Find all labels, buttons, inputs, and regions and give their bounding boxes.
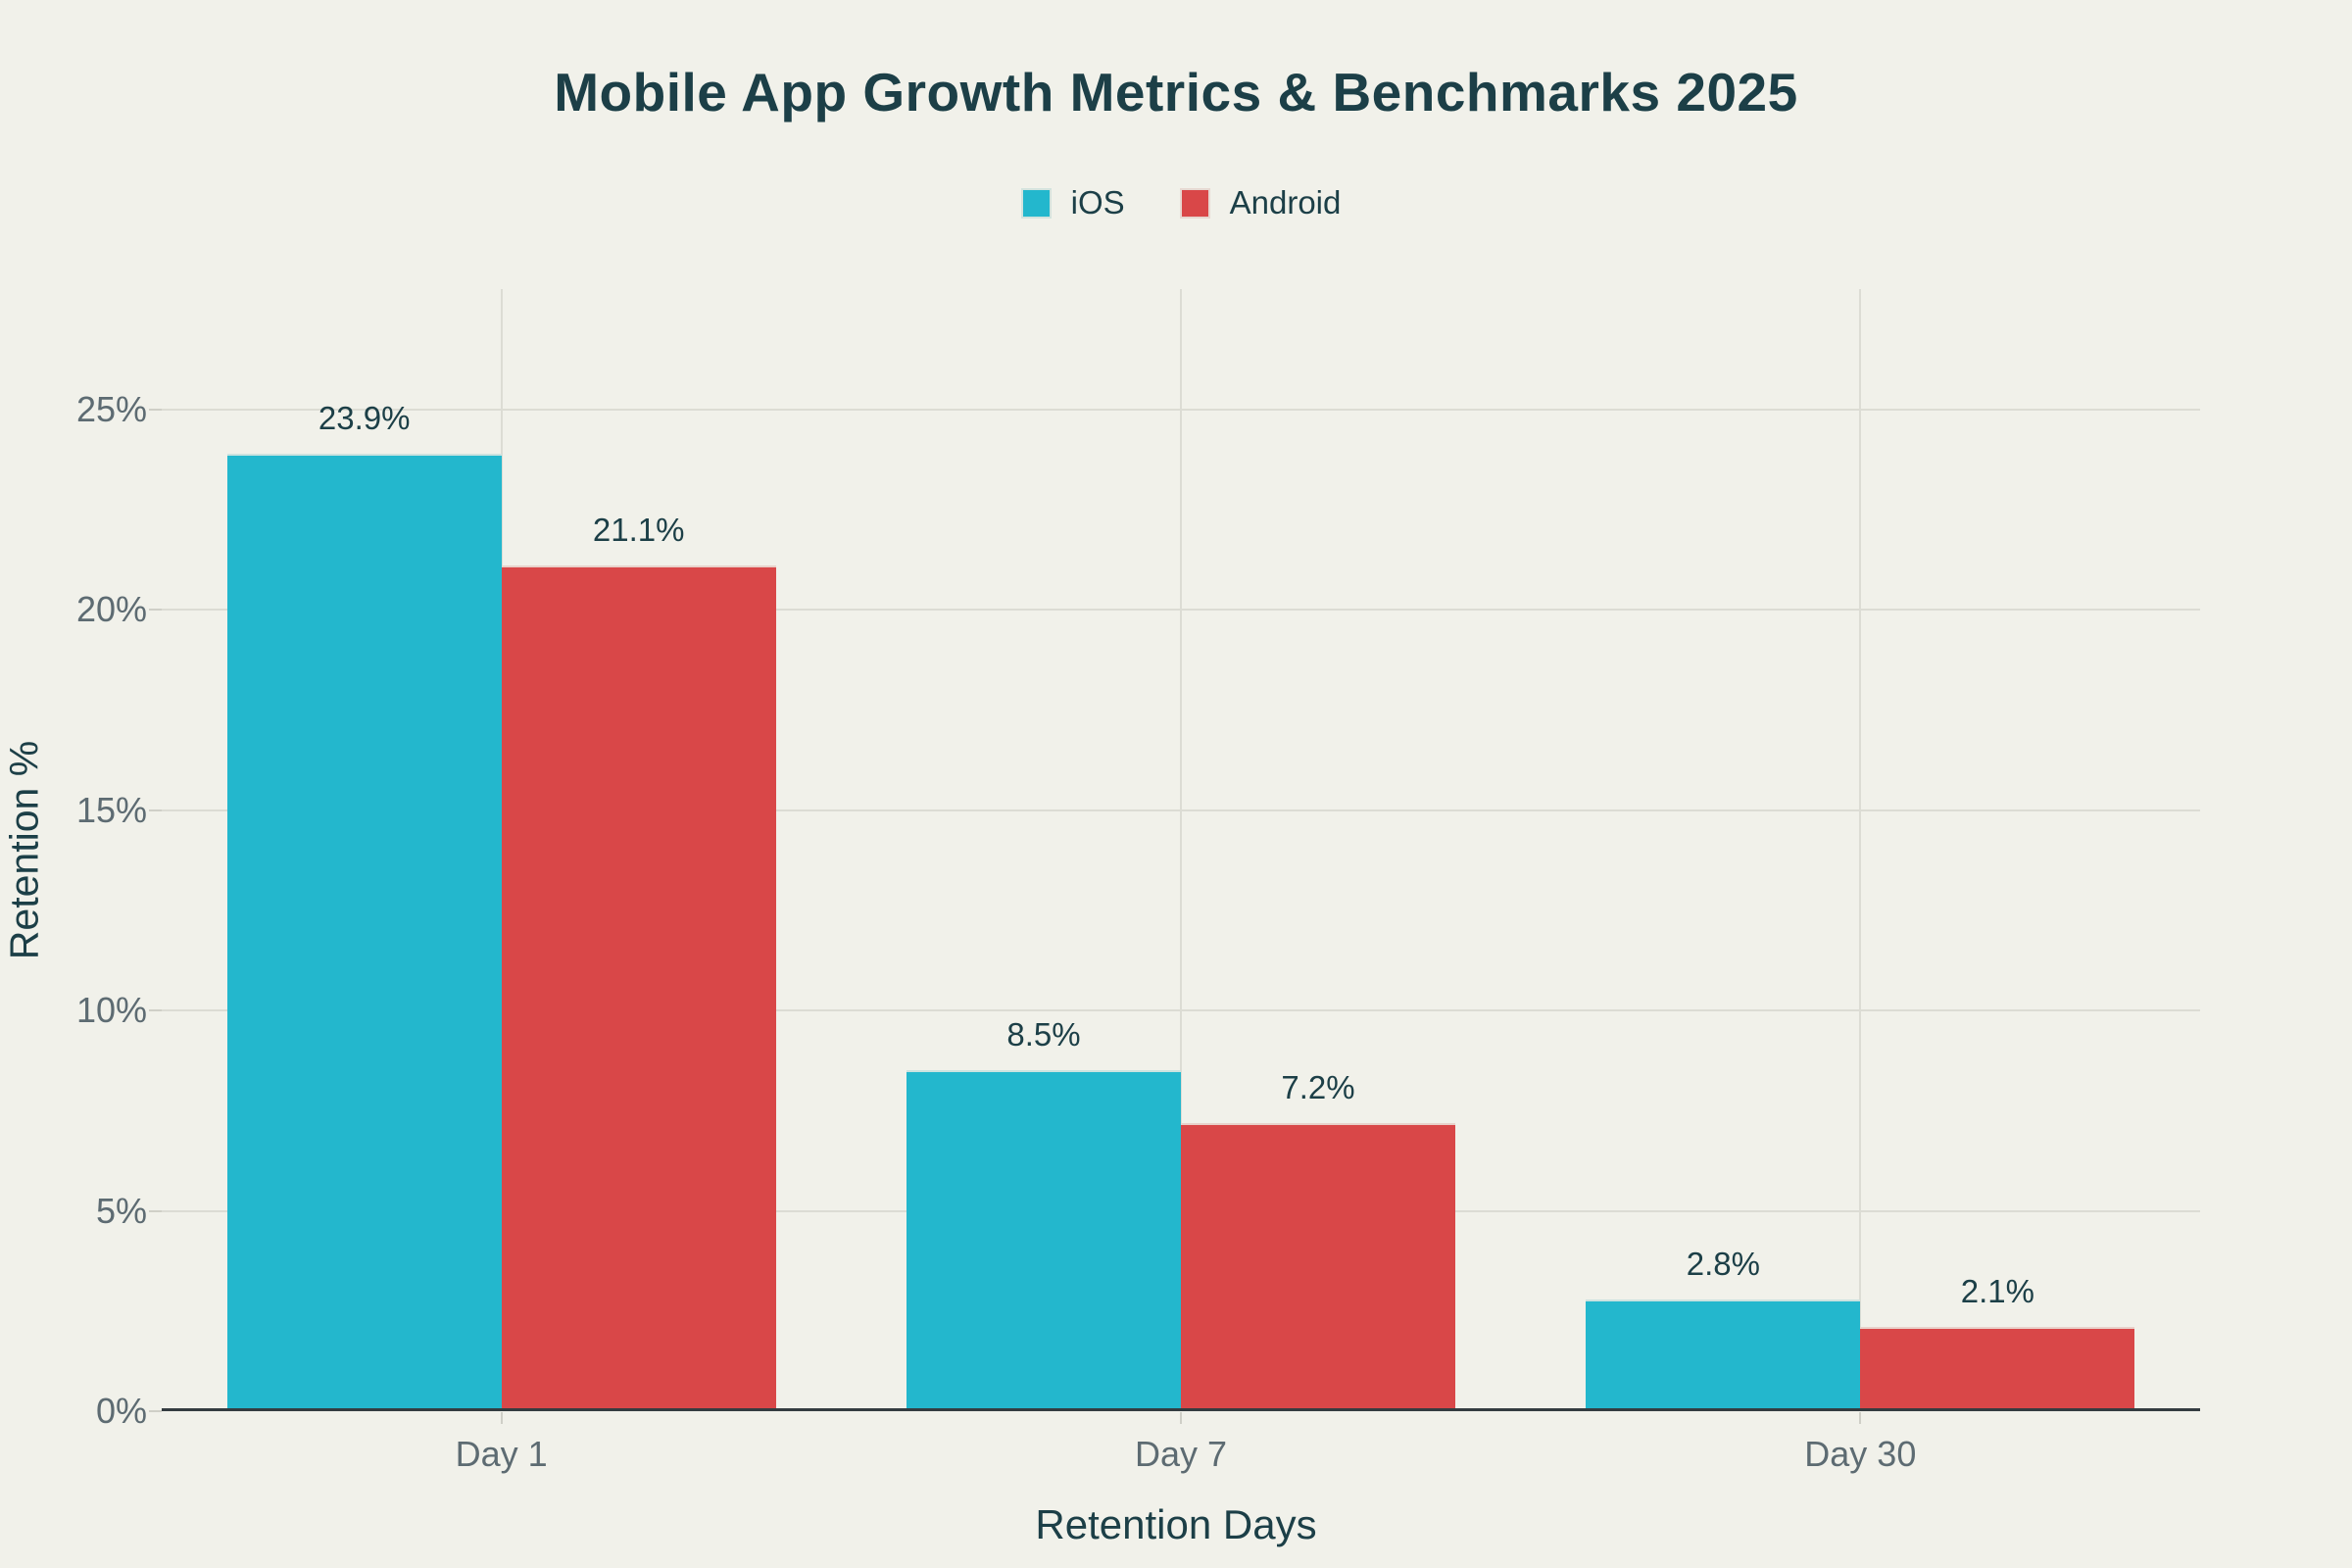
y-tick-mark-15	[149, 808, 162, 811]
bar-ios-day-7[interactable]	[906, 1070, 1181, 1411]
x-tick-mark-day-30	[1859, 1412, 1862, 1424]
y-tick-mark-5	[149, 1209, 162, 1212]
bar-android-day-7[interactable]	[1181, 1122, 1455, 1411]
legend-item-ios[interactable]: iOS	[1020, 184, 1125, 221]
chart-title: Mobile App Growth Metrics & Benchmarks 2…	[554, 62, 1798, 122]
y-tick-label-15: 15%	[75, 789, 147, 830]
y-tick-label-25: 25%	[75, 388, 147, 429]
value-label-ios-day-7: 8.5%	[1006, 1016, 1081, 1054]
gridline-y-20	[162, 609, 2200, 612]
y-tick-mark-0	[149, 1410, 162, 1412]
x-tick-label-day-7: Day 7	[1134, 1434, 1228, 1474]
y-tick-mark-25	[149, 408, 162, 411]
bar-ios-day-1[interactable]	[226, 453, 502, 1411]
x-axis-line	[162, 1408, 2200, 1411]
value-label-android-day-30: 2.1%	[1960, 1273, 2034, 1310]
y-tick-label-0: 0%	[95, 1391, 147, 1431]
gridline-x-day-30	[1859, 289, 1862, 1411]
y-tick-mark-20	[149, 609, 162, 612]
y-axis-title: Retention %	[1, 740, 47, 959]
x-tick-label-day-30: Day 30	[1804, 1434, 1917, 1474]
bar-android-day-1[interactable]	[501, 565, 776, 1411]
value-label-ios-day-1: 23.9%	[318, 399, 411, 436]
legend-label-android: Android	[1229, 184, 1342, 220]
x-tick-mark-day-7	[1180, 1412, 1182, 1424]
bar-android-day-30[interactable]	[1860, 1327, 2135, 1411]
gridline-y-15	[162, 808, 2200, 811]
y-tick-label-10: 10%	[75, 990, 147, 1031]
y-tick-label-5: 5%	[95, 1190, 147, 1231]
gridline-y-10	[162, 1009, 2200, 1012]
legend: iOS Android	[162, 184, 2200, 221]
legend-swatch-android-icon	[1179, 187, 1210, 219]
bar-ios-day-30[interactable]	[1586, 1298, 1861, 1411]
legend-label-ios: iOS	[1070, 184, 1125, 220]
gridline-x-day-7	[1180, 289, 1182, 1411]
legend-item-android[interactable]: Android	[1179, 184, 1342, 221]
y-tick-mark-10	[149, 1009, 162, 1012]
value-label-android-day-7: 7.2%	[1281, 1068, 1355, 1105]
value-label-ios-day-30: 2.8%	[1686, 1245, 1760, 1282]
x-axis-title: Retention Days	[1035, 1501, 1317, 1547]
plot-area: 23.9% 8.5% 2.8% 21.1% 7.2% 2.1%	[162, 289, 2200, 1411]
legend-swatch-ios-icon	[1020, 187, 1052, 219]
value-label-android-day-1: 21.1%	[592, 512, 685, 549]
gridline-y-25	[162, 408, 2200, 411]
x-tick-mark-day-1	[500, 1412, 503, 1424]
x-tick-label-day-1: Day 1	[455, 1434, 548, 1474]
y-tick-label-20: 20%	[75, 589, 147, 630]
